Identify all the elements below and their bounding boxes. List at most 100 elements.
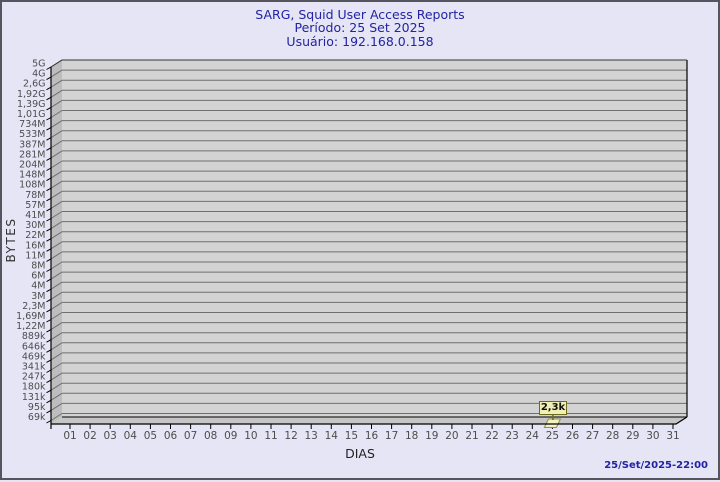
y-tick xyxy=(46,248,52,252)
y-tick xyxy=(46,127,52,131)
y-tick-label: 95k xyxy=(28,402,46,413)
x-tick-label: 02 xyxy=(83,430,96,442)
x-tick-label: 07 xyxy=(184,430,197,442)
y-gridline-wall xyxy=(50,221,63,230)
y-tick xyxy=(46,147,52,151)
y-tick xyxy=(46,207,52,212)
y-gridline-wall xyxy=(50,271,63,280)
y-tick xyxy=(46,409,52,414)
x-tick-label: 01 xyxy=(63,430,76,442)
y-tick-label: 6M xyxy=(31,271,45,282)
x-tick-label: 09 xyxy=(224,430,237,442)
y-gridline-wall xyxy=(50,231,63,240)
y-tick-label: 30M xyxy=(25,220,45,231)
y-tick-label: 108M xyxy=(19,180,45,191)
y-tick xyxy=(46,218,52,222)
y-gridline-wall xyxy=(50,352,63,361)
y-tick xyxy=(46,106,52,111)
y-tick xyxy=(46,76,52,81)
y-gridline-wall xyxy=(50,200,63,209)
y-tick-label: 8M xyxy=(31,261,45,272)
y-gridline-wall xyxy=(50,281,63,290)
y-tick-label: 11M xyxy=(25,250,45,261)
y-tick xyxy=(46,187,52,192)
y-tick xyxy=(46,319,52,323)
x-tick-label: 25 xyxy=(546,430,559,442)
x-tick-label: 20 xyxy=(445,430,458,442)
x-tick-label: 16 xyxy=(365,430,379,442)
y-tick-label: 1,01G xyxy=(17,109,46,120)
x-tick-label: 29 xyxy=(626,430,639,442)
bar-day-25 xyxy=(543,418,562,428)
y-gridline-wall xyxy=(50,392,63,401)
plot-face xyxy=(62,60,687,417)
y-tick-label: 180k xyxy=(22,382,46,393)
x-tick-label: 05 xyxy=(144,430,157,442)
y-tick-label: 16M xyxy=(25,240,45,251)
y-gridline-wall xyxy=(50,211,63,219)
y-tick-label: 1,69M xyxy=(16,311,45,322)
x-tick-label: 22 xyxy=(485,430,498,442)
y-tick-label: 533M xyxy=(19,129,45,140)
y-tick xyxy=(46,278,52,283)
y-tick xyxy=(46,258,52,262)
x-tick-label: 31 xyxy=(666,430,679,442)
x-tick-label: 17 xyxy=(385,430,398,442)
y-gridline-wall xyxy=(50,170,63,179)
report-timestamp: 25/Set/2025-22:00 xyxy=(604,460,708,471)
y-gridline-wall xyxy=(50,241,63,250)
y-tick xyxy=(46,329,52,333)
x-tick-label: 14 xyxy=(325,430,339,442)
y-tick xyxy=(46,238,52,242)
y-tick-label: 387M xyxy=(19,139,45,150)
y-gridline-wall xyxy=(50,261,63,270)
x-tick-label: 06 xyxy=(164,430,178,442)
y-tick-label: 204M xyxy=(19,160,45,171)
y-tick-label: 889k xyxy=(22,331,46,342)
y-gridline-wall xyxy=(50,69,63,78)
report-header: SARG, Squid User Access Reports Período:… xyxy=(2,7,718,49)
y-gridline-wall xyxy=(50,301,63,310)
y-axis-title: BYTES xyxy=(4,217,18,263)
y-tick xyxy=(46,117,52,121)
y-gridline-wall xyxy=(50,160,63,169)
report-title: SARG, Squid User Access Reports xyxy=(255,7,465,22)
y-tick-label: 4M xyxy=(31,281,45,292)
report-user: Usuário: 192.168.0.158 xyxy=(286,33,434,49)
y-gridline-wall xyxy=(50,79,63,88)
y-tick xyxy=(46,197,52,202)
y-tick-label: 57M xyxy=(25,200,45,211)
x-tick-label: 10 xyxy=(244,430,257,442)
y-tick-label: 5G xyxy=(32,59,45,70)
y-tick-label: 41M xyxy=(25,210,45,221)
x-tick-label: 15 xyxy=(345,430,358,442)
y-tick xyxy=(46,177,52,182)
y-tick-label: 2,6G xyxy=(23,79,45,90)
report-period: Período: 25 Set 2025 xyxy=(294,20,426,36)
plot-wall xyxy=(51,60,62,424)
y-gridline-wall xyxy=(50,291,63,300)
y-tick-label: 2,3M xyxy=(22,301,45,312)
y-tick xyxy=(46,399,52,404)
y-gridline-wall xyxy=(50,140,63,149)
y-tick-label: 22M xyxy=(25,230,45,241)
x-tick-label: 23 xyxy=(506,430,519,442)
y-tick xyxy=(46,96,52,101)
y-gridline-wall xyxy=(50,362,63,371)
y-gridline-wall xyxy=(50,150,63,159)
y-tick xyxy=(46,137,52,141)
x-tick-label: 03 xyxy=(104,430,117,442)
x-tick-label: 13 xyxy=(305,430,318,442)
x-tick-label: 18 xyxy=(405,430,418,442)
y-tick-label: 4G xyxy=(32,69,45,80)
y-gridline-wall xyxy=(50,110,63,118)
y-tick xyxy=(46,339,52,343)
x-tick-label: 30 xyxy=(646,430,659,442)
y-tick-label: 1,39G xyxy=(17,99,46,110)
y-gridline-wall xyxy=(50,180,63,189)
y-tick xyxy=(46,268,52,272)
y-tick xyxy=(46,167,52,171)
x-tick-label: 28 xyxy=(606,430,619,442)
